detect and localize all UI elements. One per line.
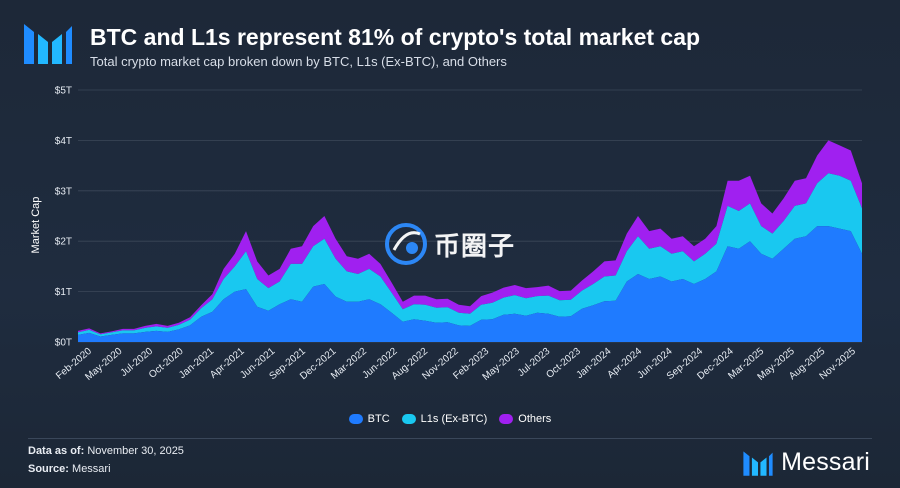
brand: Messari	[741, 448, 870, 477]
source: Source: Messari	[28, 463, 111, 475]
y-tick-label: $2T	[55, 237, 72, 248]
legend: BTC L1s (Ex-BTC) Others	[0, 410, 900, 428]
legend-item-others: Others	[499, 413, 551, 425]
data-as-of-label: Data as of:	[28, 445, 85, 457]
legend-swatch-btc	[348, 414, 363, 424]
y-tick-label: $5T	[55, 86, 72, 97]
legend-label-others: Others	[518, 413, 552, 425]
chart-title: BTC and L1s represent 81% of crypto's to…	[90, 24, 701, 50]
y-tick-label: $0T	[55, 338, 72, 349]
area-layer	[78, 140, 862, 342]
brand-text: Messari	[781, 448, 870, 476]
watermark: 币圈子	[382, 218, 532, 270]
y-tick-label: $3T	[55, 186, 72, 197]
legend-label-l1s: L1s (Ex-BTC)	[420, 413, 488, 425]
legend-label-btc: BTC	[367, 413, 390, 425]
x-axis-ticks: Feb-2020May-2020Jul-2020Oct-2020Jan-2021…	[54, 346, 858, 383]
source-value: Messari	[72, 463, 111, 475]
legend-swatch-l1s	[401, 414, 416, 424]
area-btc	[78, 226, 862, 342]
y-tick-label: $1T	[55, 287, 72, 298]
area-l1s	[78, 173, 862, 337]
chart-subtitle: Total crypto market cap broken down by B…	[90, 54, 507, 69]
messari-brand-icon	[743, 450, 773, 476]
messari-logo-icon	[24, 24, 72, 64]
legend-item-l1s: L1s (Ex-BTC)	[401, 413, 488, 425]
y-tick-label: $4T	[55, 136, 72, 147]
y-axis-title: Market Cap	[30, 197, 42, 254]
data-as-of: Data as of: November 30, 2025	[28, 445, 184, 457]
footer-divider	[28, 438, 872, 439]
watermark-logo-icon	[385, 223, 427, 265]
source-label: Source:	[28, 463, 69, 475]
data-as-of-value: November 30, 2025	[87, 445, 184, 457]
legend-item-btc: BTC	[348, 413, 390, 425]
y-axis-ticks: $0T $1T $2T $3T $4T $5T	[55, 86, 72, 349]
legend-swatch-others	[499, 414, 514, 424]
watermark-text: 币圈子	[434, 230, 516, 261]
